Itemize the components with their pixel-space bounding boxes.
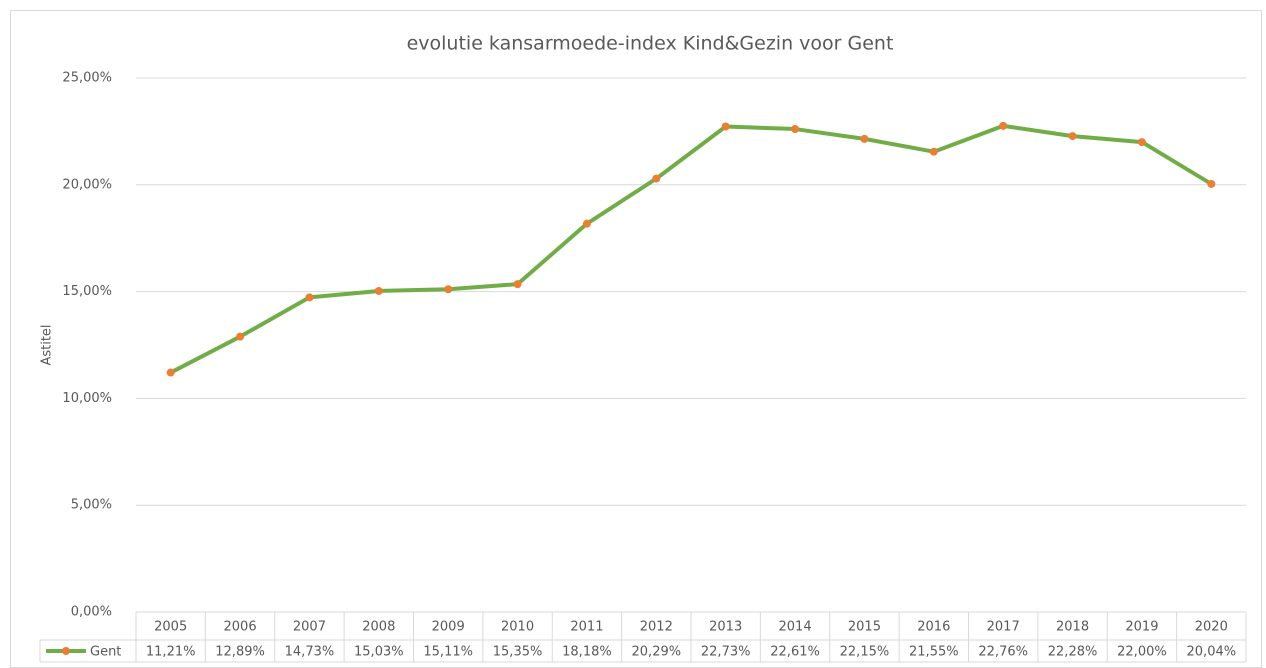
table-value: 11,21% <box>146 645 196 660</box>
marker <box>444 285 453 294</box>
marker <box>1137 138 1146 147</box>
marker <box>513 280 522 289</box>
x-tick-label: 2016 <box>917 620 950 635</box>
table-value: 22,73% <box>701 645 751 660</box>
table-value: 22,61% <box>770 645 820 660</box>
x-tick-label: 2018 <box>1056 620 1089 635</box>
marker <box>721 122 730 131</box>
marker <box>166 368 175 377</box>
table-value: 20,29% <box>632 645 682 660</box>
y-tick-label: 25,00% <box>62 71 112 86</box>
x-tick-label: 2009 <box>432 620 465 635</box>
table-value: 20,04% <box>1187 645 1237 660</box>
table-value: 15,35% <box>493 645 543 660</box>
marker <box>1068 132 1077 141</box>
x-tick-label: 2012 <box>640 620 673 635</box>
table-value: 22,15% <box>840 645 890 660</box>
x-tick-label: 2005 <box>154 620 187 635</box>
legend-label: Gent <box>90 645 121 660</box>
table-value: 22,76% <box>978 645 1028 660</box>
marker <box>374 286 383 295</box>
y-tick-label: 20,00% <box>62 177 112 192</box>
marker <box>791 125 800 134</box>
table-value: 15,11% <box>423 645 473 660</box>
legend-marker <box>62 647 70 655</box>
y-tick-label: 0,00% <box>71 605 112 620</box>
y-tick-label: 10,00% <box>62 391 112 406</box>
marker <box>929 147 938 156</box>
table-value: 15,03% <box>354 645 404 660</box>
table-value: 22,00% <box>1117 645 1167 660</box>
marker <box>999 121 1008 130</box>
table-value: 18,18% <box>562 645 612 660</box>
marker <box>305 293 314 302</box>
line <box>169 123 1213 375</box>
x-tick-label: 2008 <box>362 620 395 635</box>
x-tick-label: 2020 <box>1195 620 1228 635</box>
table-value: 14,73% <box>285 645 335 660</box>
x-tick-label: 2017 <box>987 620 1020 635</box>
table-value: 21,55% <box>909 645 959 660</box>
marker <box>236 332 245 341</box>
x-tick-label: 2014 <box>779 620 812 635</box>
x-tick-label: 2019 <box>1125 620 1158 635</box>
marker <box>652 174 661 183</box>
chart-frame <box>10 10 1262 668</box>
table-value: 22,28% <box>1048 645 1098 660</box>
y-axis-label: Astitel <box>40 324 55 365</box>
x-tick-label: 2011 <box>570 620 603 635</box>
marker <box>582 219 591 228</box>
y-tick-label: 15,00% <box>62 284 112 299</box>
y-tick-label: 5,00% <box>71 498 112 513</box>
x-tick-label: 2010 <box>501 620 534 635</box>
x-tick-label: 2006 <box>224 620 257 635</box>
x-tick-label: 2007 <box>293 620 326 635</box>
chart-title: evolutie kansarmoede-index Kind&Gezin vo… <box>407 33 894 55</box>
marker <box>860 134 869 143</box>
table-value: 12,89% <box>215 645 265 660</box>
marker <box>1207 179 1216 188</box>
x-tick-label: 2015 <box>848 620 881 635</box>
x-tick-label: 2013 <box>709 620 742 635</box>
